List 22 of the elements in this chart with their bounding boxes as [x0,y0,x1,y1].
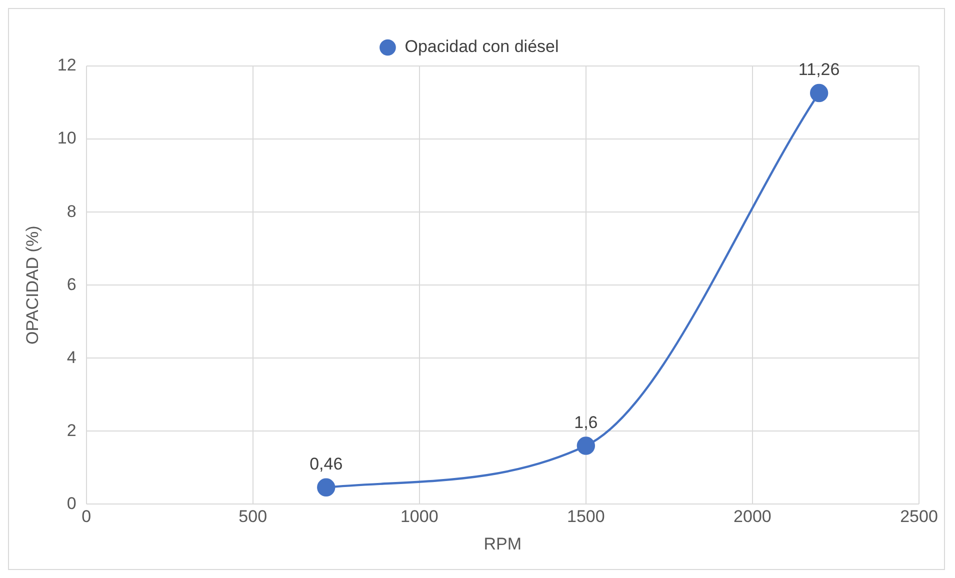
x-tick-label: 1000 [400,507,438,526]
data-label: 0,46 [310,454,343,474]
point [576,436,596,455]
data-label: 1,6 [574,412,598,432]
y-axis-title: OPACIDAD (%) [22,226,42,344]
x-tick-label: 0 [82,507,92,526]
legend-label: Opacidad con diésel [404,37,559,56]
y-tick-label: 0 [66,494,76,513]
point [810,84,828,102]
y-tick-label: 4 [66,348,76,367]
y-tick-label: 2 [66,420,76,440]
y-tick-label: 10 [57,128,76,148]
y-tick-label: 6 [66,274,76,294]
x-tick-label: 1500 [567,507,605,526]
y-tick-label: 8 [66,202,76,221]
x-axis-title: RPM [484,534,522,554]
data-label: 11,26 [798,60,840,80]
point [317,478,336,497]
x-tick-label: 2500 [900,507,938,526]
x-tick-label: 500 [238,507,268,526]
x-tick-label: 2000 [734,507,772,526]
y-tick-label: 12 [57,56,76,75]
